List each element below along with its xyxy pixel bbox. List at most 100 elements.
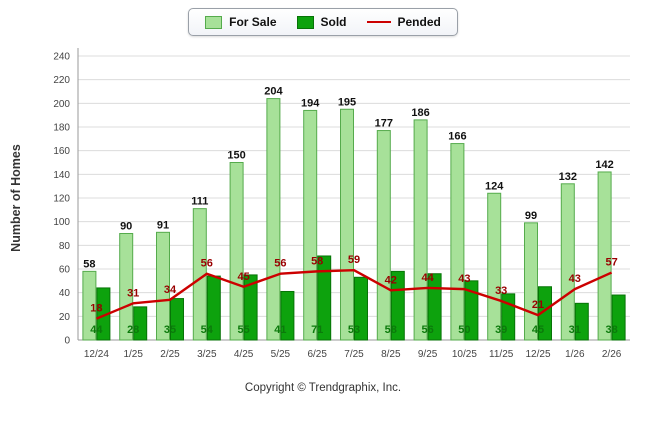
bar-for-sale [560,183,575,341]
y-tick-label: 0 [64,336,70,347]
for-sale-value-label: 132 [559,171,577,183]
legend-item-pended: Pended [366,15,441,29]
for-sale-value-label: 186 [411,107,429,119]
y-axis-title: Number of Homes [9,144,23,252]
copyright-text: Copyright © Trendgraphix, Inc. [244,382,402,394]
for-sale-value-label: 177 [375,118,393,130]
bar-sold [574,302,589,341]
pended-value-label: 56 [201,258,213,270]
x-tick-label: 6/25 [307,349,327,360]
y-tick-label: 40 [59,288,71,299]
bar-for-sale [156,231,170,341]
x-tick-label: 10/25 [452,349,477,360]
sold-value-label: 53 [348,324,360,336]
pended-value-label: 34 [164,284,177,296]
x-tick-label: 7/25 [344,349,364,360]
y-tick-label: 100 [53,217,70,228]
for-sale-value-label: 194 [301,97,320,109]
x-tick-label: 12/24 [84,349,109,360]
sold-value-label: 44 [90,324,103,336]
y-tick-label: 80 [59,241,71,252]
for-sale-value-label: 124 [485,180,504,192]
legend-label-sold: Sold [320,15,347,29]
bar-for-sale [413,119,428,341]
bar-sold [464,280,479,341]
pended-line [95,268,613,320]
pended-value-label: 58 [311,255,323,267]
pended-value-label: 18 [90,303,102,315]
pended-value-label: 21 [532,299,544,311]
bar-sold [317,255,332,341]
x-tick-label: 11/25 [489,349,514,360]
sold-swatch [296,15,314,29]
bar-for-sale [450,143,465,341]
legend-label-pended: Pended [397,15,441,29]
pended-line-swatch [366,21,391,23]
x-tick-label: 4/25 [234,349,254,360]
x-tick-label: 5/25 [271,349,291,360]
for-sale-swatch [205,15,223,29]
y-tick-label: 240 [53,52,70,63]
x-tick-label: 8/25 [381,349,401,360]
sold-value-label: 71 [311,324,323,336]
bar-sold [280,290,295,341]
pended-value-label: 43 [569,273,581,285]
bar-sold [243,274,258,341]
y-tick-label: 160 [53,146,70,157]
y-tick-label: 220 [53,75,70,86]
sold-value-label: 28 [127,324,139,336]
bar-for-sale [229,162,244,341]
sold-value-label: 58 [385,324,397,336]
sold-value-label: 38 [605,324,617,336]
bar-for-sale [82,270,97,341]
pended-value-label: 59 [348,254,360,266]
sold-value-label: 45 [532,324,544,336]
y-tick-label: 120 [53,194,70,205]
y-tick-label: 180 [53,123,70,134]
pended-value-label: 31 [127,287,139,299]
x-tick-label: 9/25 [418,349,438,360]
bar-for-sale [524,222,538,341]
chart-area: 0 20 40 60 80 100 120 140 160 180 200 220 240 58 44 12/… [0,40,646,376]
bar-for-sale [266,98,281,341]
sold-value-label: 41 [274,324,286,336]
for-sale-value-label: 142 [595,159,613,171]
for-sale-value-label: 58 [83,258,95,270]
x-tick-label: 1/26 [565,349,585,360]
y-tick-label: 60 [59,265,71,276]
bar-for-sale [340,108,354,341]
bar-for-sale [597,171,612,341]
bar-for-sale [487,192,502,341]
pended-value-label: 44 [421,272,434,284]
x-tick-label: 2/26 [602,349,622,360]
sold-value-label: 35 [164,324,176,336]
pended-value-label: 57 [605,257,617,269]
bar-sold [170,298,184,341]
legend-label-for-sale: For Sale [229,15,277,29]
x-tick-label: 12/25 [525,349,550,360]
x-tick-label: 1/25 [123,349,143,360]
for-sale-value-label: 91 [157,219,169,231]
x-tick-label: 2/25 [160,349,180,360]
bar-sold [354,276,368,341]
bar-sold [427,273,442,341]
for-sale-value-label: 99 [525,210,537,222]
pended-value-label: 56 [274,258,286,270]
legend-item-sold: Sold [296,15,347,29]
sold-value-label: 56 [421,324,433,336]
bar-sold [611,294,626,341]
y-tick-label: 140 [53,170,70,181]
sold-value-label: 50 [458,324,470,336]
pended-value-label: 43 [458,273,470,285]
for-sale-value-label: 90 [120,221,132,233]
sold-value-label: 54 [201,324,214,336]
for-sale-value-label: 150 [227,150,245,162]
bar-for-sale [119,233,134,341]
for-sale-value-label: 204 [264,86,283,98]
pended-value-label: 33 [495,285,507,297]
sold-value-label: 31 [569,324,581,336]
for-sale-value-label: 195 [338,96,356,108]
pended-value-label: 42 [385,274,397,286]
legend-item-for-sale: For Sale [205,15,277,29]
